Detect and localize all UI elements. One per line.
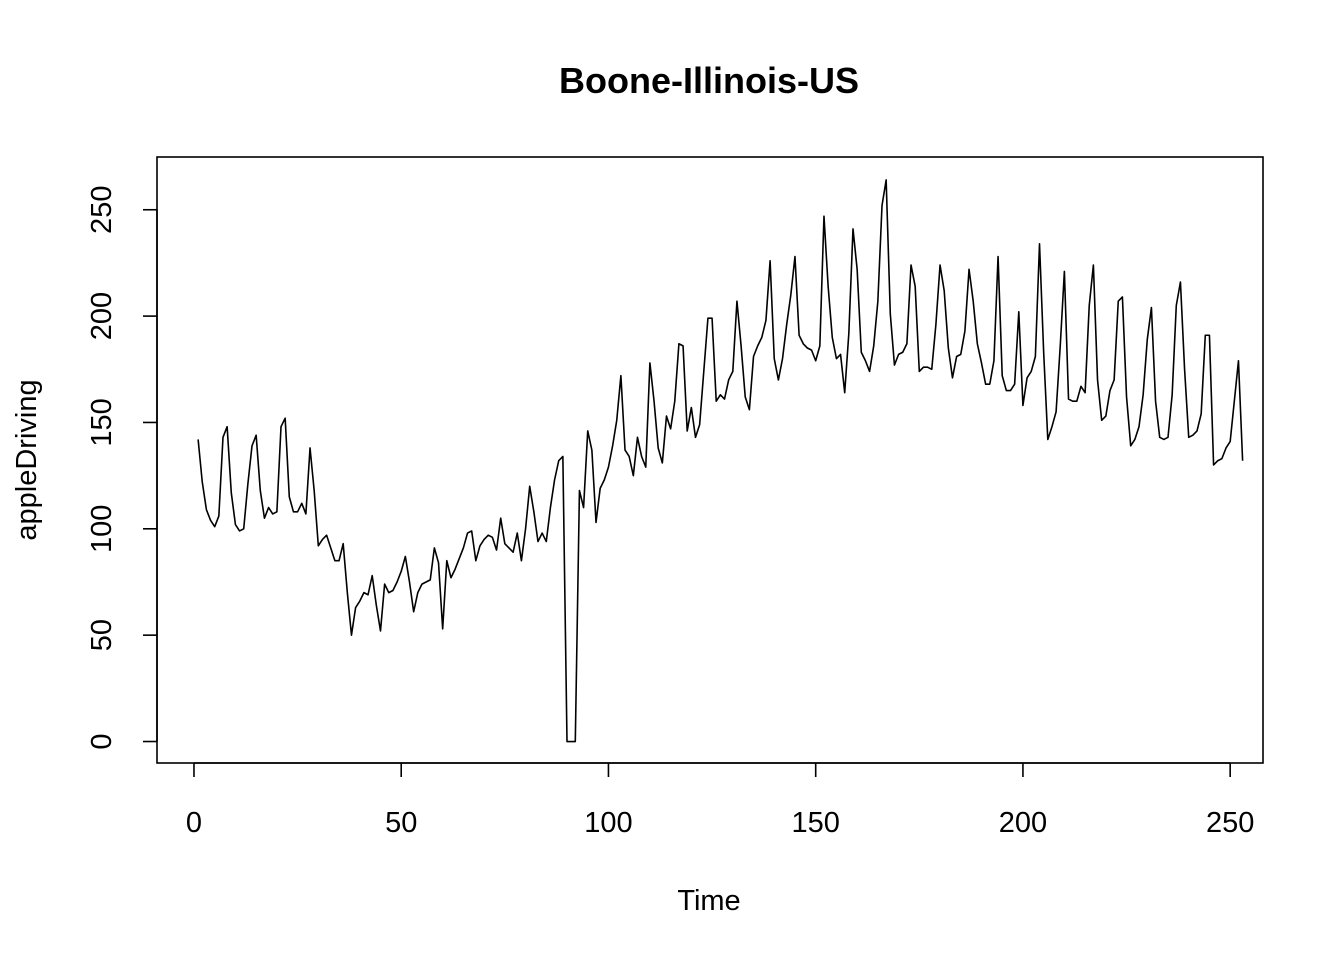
y-tick-label: 50 bbox=[86, 619, 118, 651]
y-tick-label: 250 bbox=[86, 186, 118, 234]
x-tick-label: 200 bbox=[999, 807, 1047, 839]
x-axis: 0 50 100 150 200 250 bbox=[186, 762, 1254, 839]
y-tick-label: 0 bbox=[86, 733, 118, 749]
y-tick-label: 150 bbox=[86, 398, 118, 446]
x-axis-label: Time bbox=[677, 885, 740, 917]
plot-frame bbox=[156, 156, 1264, 764]
chart-title: Boone-Illinois-US bbox=[559, 60, 859, 101]
y-tick-label: 100 bbox=[86, 505, 118, 553]
x-tick-label: 100 bbox=[584, 807, 632, 839]
y-axis-label: appleDriving bbox=[11, 379, 43, 540]
x-tick-label: 50 bbox=[385, 807, 417, 839]
y-tick-label: 200 bbox=[86, 292, 118, 340]
x-tick-label: 0 bbox=[186, 807, 202, 839]
x-tick-label: 250 bbox=[1206, 807, 1254, 839]
y-axis: 0 50 100 150 200 250 bbox=[86, 186, 158, 750]
series-line bbox=[197, 179, 1244, 743]
x-tick-label: 150 bbox=[791, 807, 839, 839]
